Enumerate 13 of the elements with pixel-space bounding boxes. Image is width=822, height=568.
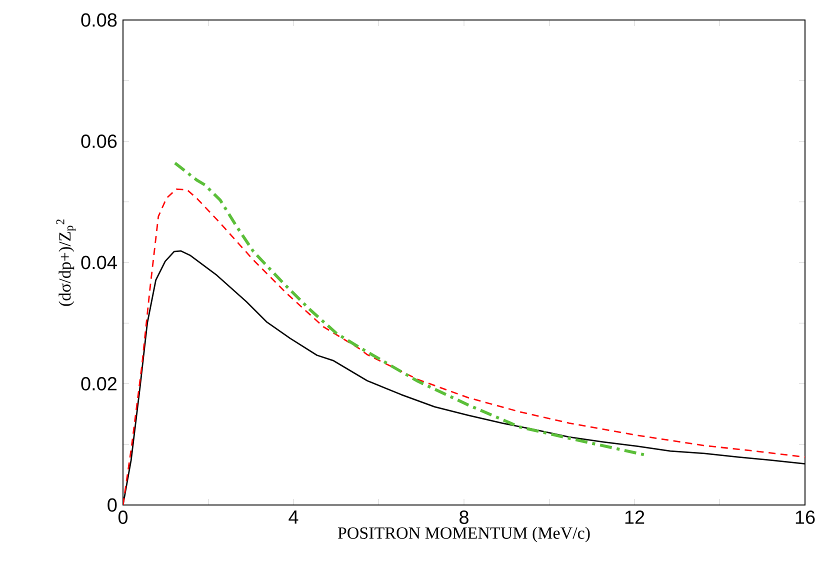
x-tick-label: 12 (625, 510, 644, 524)
x-tick-label: 4 (288, 510, 298, 524)
y-tick-label: 0.08 (81, 13, 117, 27)
x-tick-label: 0 (118, 510, 128, 524)
line-series (174, 162, 646, 456)
y-tick-label: 0 (108, 498, 117, 512)
y-axis-title: (dσ/dp+)/Z$_{p}$2 (56, 219, 76, 306)
x-axis-title: POSITRON MOMENTUM (MeV/c) (338, 526, 590, 542)
x-tick-label: 8 (460, 510, 468, 524)
x-tick-label: 16 (796, 510, 815, 524)
y-tick-label: 0.04 (81, 256, 117, 270)
y-tick-label: 0.02 (81, 377, 117, 390)
y-tick-label: 0.06 (81, 134, 117, 148)
